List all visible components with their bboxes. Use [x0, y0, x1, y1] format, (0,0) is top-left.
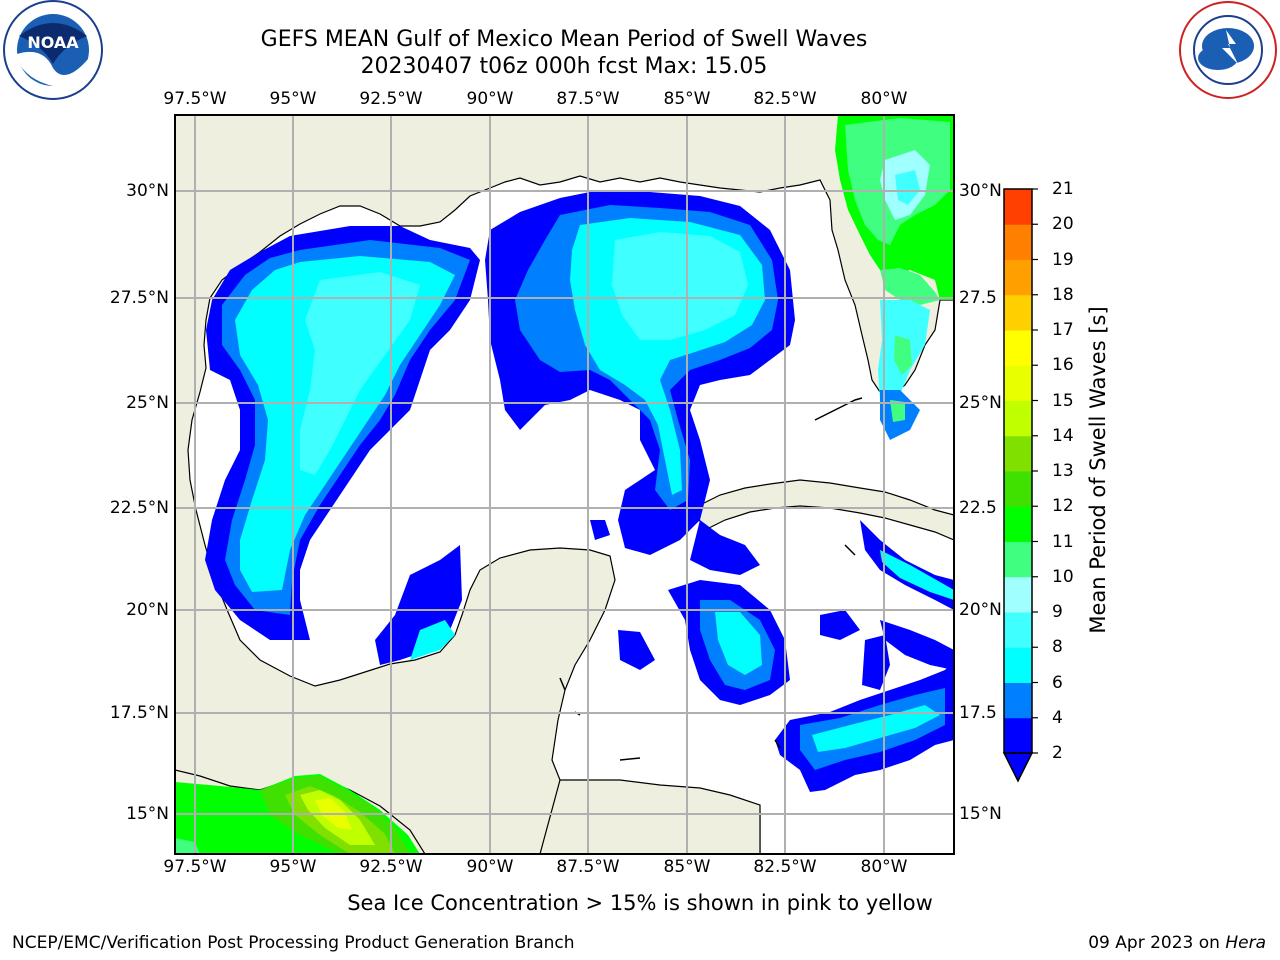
colorbar-level-label: 12	[1052, 496, 1074, 517]
colorbar-level-label: 6	[1052, 672, 1063, 693]
colorbar-title: Mean Period of Swell Waves [s]	[1086, 306, 1110, 634]
lat-tick-left: 17.5°N	[109, 703, 169, 723]
colorbar-swatch	[1004, 435, 1032, 472]
lon-tick-bot: 95°W	[269, 857, 317, 877]
lon-tick-top: 97.5°W	[163, 89, 227, 109]
colorbar-swatch	[1004, 682, 1032, 719]
colorbar-swatch	[1004, 189, 1032, 225]
colorbar-swatch	[1004, 400, 1032, 437]
noaa-logo-text: NOAA	[27, 33, 79, 52]
lat-tick-right: 15°N	[959, 804, 1002, 824]
swell-field	[205, 115, 954, 792]
lon-tick-bot: 82.5°W	[753, 857, 817, 877]
map-gridlines	[175, 115, 954, 854]
colorbar-swatch	[1004, 294, 1032, 331]
colorbar	[1002, 188, 1038, 783]
noaa-logo: NOAA	[3, 0, 103, 100]
chart-subtitle: 20230407 t06z 000h fcst Max: 15.05	[360, 54, 768, 79]
colorbar-level-label: 2	[1052, 743, 1063, 763]
colorbar-level-label: 19	[1052, 249, 1074, 270]
colorbar-swatch	[1004, 541, 1032, 578]
colorbar-level-label: 21	[1052, 179, 1074, 199]
sea-ice-note: Sea Ice Concentration > 15% is shown in …	[347, 891, 933, 915]
colorbar-level-label: 8	[1052, 637, 1063, 658]
map-frame	[174, 114, 955, 855]
colorbar-level-label: 18	[1052, 284, 1074, 305]
lat-tick-left: 25°N	[126, 393, 169, 413]
colorbar-swatch	[1004, 259, 1032, 296]
lon-tick-top: 80°W	[860, 89, 908, 109]
lat-tick-left: 20°N	[126, 600, 169, 620]
lon-tick-top: 92.5°W	[359, 89, 423, 109]
chart-title: GEFS MEAN Gulf of Mexico Mean Period of …	[260, 27, 868, 52]
footer-branch: NCEP/EMC/Verification Post Processing Pr…	[12, 933, 575, 953]
lon-tick-bot: 92.5°W	[359, 857, 423, 877]
colorbar-swatch	[1004, 506, 1032, 542]
lon-tick-bot: 85°W	[663, 857, 711, 877]
lat-tick-right: 17.5	[959, 703, 997, 723]
lat-tick-right: 30°N	[959, 181, 1002, 201]
lon-tick-bot: 90°W	[466, 857, 514, 877]
lon-tick-top: 95°W	[269, 89, 317, 109]
small-islands	[559, 397, 863, 761]
lat-tick-left: 22.5°N	[109, 498, 169, 518]
lon-tick-bot: 87.5°W	[556, 857, 620, 877]
colorbar-level-label: 14	[1052, 425, 1074, 446]
nws-logo	[1179, 1, 1277, 99]
lat-tick-right: 20°N	[959, 600, 1002, 620]
colorbar-level-label: 13	[1052, 461, 1074, 481]
lon-tick-top: 82.5°W	[753, 89, 817, 109]
colorbar-swatch	[1004, 330, 1032, 366]
colorbar-level-label: 15	[1052, 390, 1074, 411]
colorbar-swatch	[1004, 224, 1032, 260]
colorbar-swatch	[1004, 647, 1032, 683]
colorbar-level-label: 9	[1052, 602, 1063, 622]
lat-tick-left: 27.5°N	[109, 288, 169, 308]
colorbar-swatch	[1004, 717, 1032, 754]
footer-host: Hera	[1225, 933, 1266, 953]
map-content	[175, 115, 954, 854]
colorbar-level-label: 20	[1052, 214, 1074, 235]
footer-date: 09 Apr 2023 on Hera	[1088, 933, 1266, 953]
lat-tick-left: 30°N	[126, 181, 169, 201]
colorbar-extend-min	[1002, 752, 1034, 783]
land-honduras	[539, 779, 761, 854]
colorbar-level-label: 10	[1052, 566, 1074, 587]
colorbar-swatch	[1004, 612, 1032, 648]
colorbar-level-label: 11	[1052, 531, 1074, 552]
lat-tick-right: 22.5	[959, 498, 997, 518]
colorbar-swatch	[1004, 471, 1032, 507]
lat-tick-right: 25°N	[959, 393, 1002, 413]
colorbar-level-label: 4	[1052, 707, 1063, 728]
lon-tick-top: 90°W	[466, 89, 514, 109]
colorbar-level-label: 17	[1052, 320, 1074, 340]
lon-tick-bot: 80°W	[860, 857, 908, 877]
lon-tick-bot: 97.5°W	[163, 857, 227, 877]
lon-tick-top: 85°W	[663, 89, 711, 109]
land-cuba	[697, 479, 954, 541]
lat-tick-left: 15°N	[126, 804, 169, 824]
colorbar-level-label: 16	[1052, 355, 1074, 376]
lon-tick-top: 87.5°W	[556, 89, 620, 109]
colorbar-swatch	[1004, 365, 1032, 401]
colorbar-swatch	[1004, 576, 1032, 613]
lat-tick-right: 27.5	[959, 288, 997, 308]
